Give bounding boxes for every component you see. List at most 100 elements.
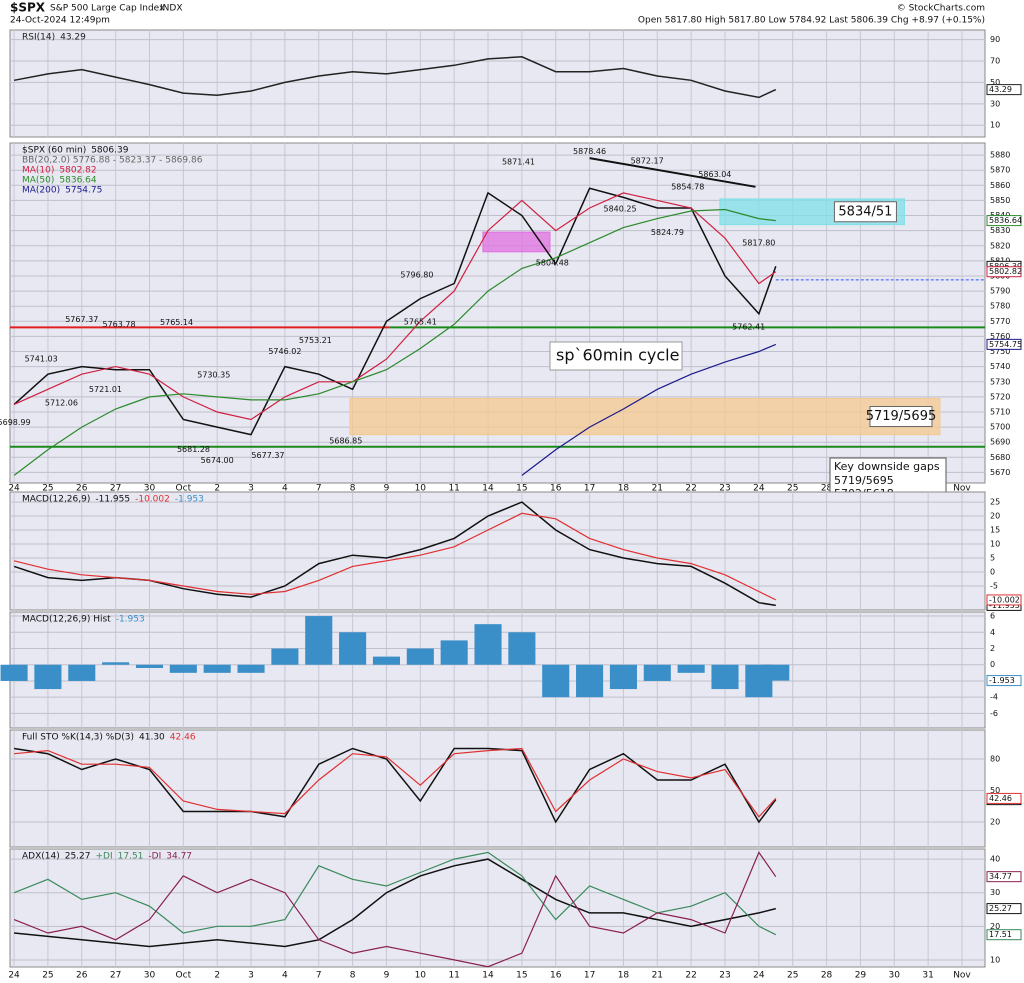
y-tick-label: 5710 (990, 407, 1010, 416)
y-tick-label: 5830 (990, 226, 1010, 235)
last-value-label: 43.29 (989, 85, 1012, 94)
x-tick-label: 29 (855, 971, 867, 981)
y-tick-label: 5680 (990, 453, 1010, 462)
y-tick-label: 5820 (990, 241, 1010, 250)
y-tick-label: 5870 (990, 166, 1010, 175)
last-value-tag (986, 792, 1022, 804)
x-tick-label: 24 (8, 971, 20, 981)
price-label: 5677.37 (251, 451, 284, 460)
last-value-label: 42.46 (989, 794, 1012, 803)
hist-bar (203, 664, 231, 673)
last-value-label: 25.27 (989, 904, 1012, 913)
x-tick-label: 9 (384, 971, 390, 981)
x-tick-label: 22 (685, 484, 696, 494)
price-label: 5871.41 (502, 158, 535, 167)
copyright: © StockCharts.com (897, 4, 985, 14)
x-tick-label: 14 (482, 971, 494, 981)
last-value-tag (986, 675, 1022, 687)
zone-label: 5719/5695 (866, 409, 937, 424)
legend-title: Full STO %K(14,3) %D(3) (22, 733, 134, 743)
x-tick-label: 23 (719, 484, 730, 494)
legend-value: 43.29 (60, 33, 86, 43)
hist-bar (474, 624, 502, 665)
x-tick-label: 18 (618, 971, 630, 981)
y-tick-label: -6 (990, 709, 998, 718)
last-value-label: 5802.82 (989, 267, 1022, 276)
price-label: 5763.78 (102, 320, 135, 329)
y-tick-label: 5880 (990, 151, 1010, 160)
x-tick-label: 8 (350, 971, 356, 981)
legend-value: 5836.64 (59, 176, 96, 186)
hist-bar (542, 664, 570, 698)
price-label: 5840.25 (604, 205, 637, 214)
y-tick-label: 10 (990, 540, 1000, 549)
gaps-title: Key downside gaps (834, 460, 940, 473)
x-tick-label: 27 (110, 484, 121, 494)
series-line (14, 858, 776, 948)
x-tick-label: 2 (214, 971, 220, 981)
hist-bar (271, 648, 299, 665)
price-label: 5746.02 (268, 347, 301, 356)
x-tick-label: Nov (953, 971, 971, 981)
last-value-tag (986, 338, 1022, 350)
y-tick-label: 10 (990, 955, 1000, 964)
legend-value: 42.46 (170, 733, 196, 743)
hist-bar (406, 648, 434, 665)
y-tick-label: 50 (990, 78, 1000, 87)
y-tick-label: 5730 (990, 377, 1010, 386)
zone-label-box (869, 406, 933, 428)
hist-bar (237, 664, 265, 673)
price-label: 5753.21 (299, 336, 332, 345)
price-label: 5765.14 (160, 318, 193, 327)
y-tick-label: 5770 (990, 317, 1010, 326)
legend-name: RSI(14) (22, 33, 55, 43)
y-tick-label: -5 (990, 581, 998, 590)
y-tick-label: 40 (990, 855, 1000, 864)
x-tick-label: 25 (787, 484, 798, 494)
last-value-tag (986, 871, 1022, 883)
legend-name: MA(200) (22, 186, 60, 196)
price-label: 5674.00 (201, 456, 234, 465)
y-tick-label: 5860 (990, 181, 1010, 190)
legend-title: MACD(12,26,9) Hist (22, 615, 111, 625)
x-tick-label: 28 (821, 484, 833, 494)
y-tick-label: 5740 (990, 362, 1010, 371)
y-tick-label: 25 (990, 498, 1000, 507)
price-label: 5863.04 (698, 170, 731, 179)
x-tick-label: 25 (42, 484, 53, 494)
legend-value: 25.27 (65, 852, 91, 862)
hist-bar (169, 664, 197, 673)
x-tick-label: 2 (214, 484, 220, 494)
last-value-tag (986, 929, 1022, 941)
exchange: INDX (160, 4, 182, 14)
x-tick-label: 3 (248, 971, 254, 981)
y-tick-label: 30 (990, 99, 1000, 108)
legend-name: ADX(14) (22, 852, 60, 862)
price-label: 5824.79 (651, 228, 684, 237)
y-tick-label: 90 (990, 35, 1000, 44)
x-tick-label: 25 (42, 971, 53, 981)
x-tick-label: 10 (415, 971, 427, 981)
series-line (13, 56, 777, 99)
hist-bar (372, 656, 400, 665)
y-tick-label: 20 (990, 512, 1000, 521)
x-tick-label: 23 (719, 971, 730, 981)
price-label: 5712.06 (45, 398, 78, 407)
hist-bar (68, 664, 96, 681)
series-line (13, 512, 777, 601)
last-value-tag (986, 266, 1022, 278)
y-tick-label: 5750 (990, 347, 1010, 356)
x-tick-label: 28 (821, 971, 833, 981)
hist-bar (135, 664, 164, 668)
x-tick-label: 21 (652, 484, 663, 494)
y-tick-label: 0 (990, 567, 995, 576)
price-label: 5686.85 (329, 436, 362, 445)
panel (9, 848, 986, 968)
y-tick-label: 20 (990, 922, 1000, 931)
y-tick-label: 5790 (990, 287, 1010, 296)
legend-value: 41.30 (139, 733, 165, 743)
last-value-label: 5836.64 (989, 216, 1022, 225)
y-tick-label: 2 (990, 644, 995, 653)
legend-value: 17.51 (118, 852, 144, 862)
price-label: 5767.37 (65, 315, 98, 324)
